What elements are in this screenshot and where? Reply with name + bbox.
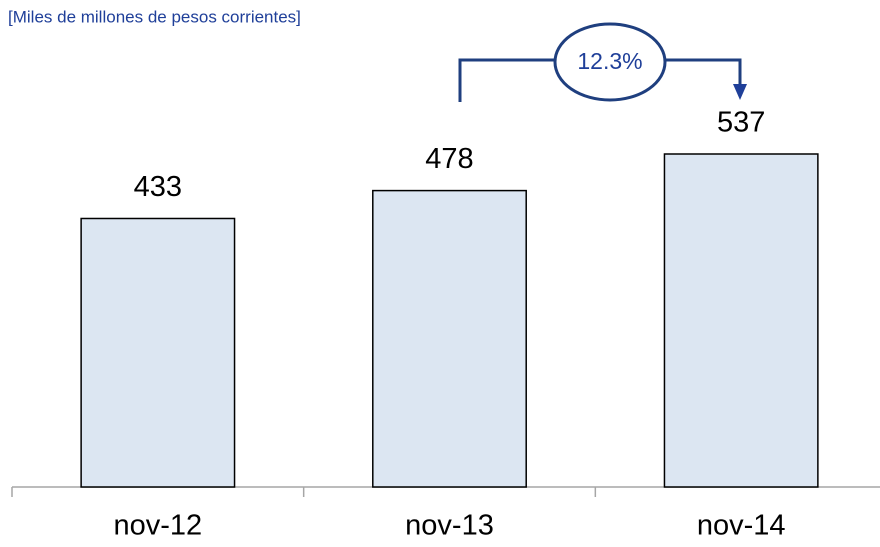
value-label: 433 [134,171,182,203]
chart-subtitle: [Miles de millones de pesos corrientes] [8,7,301,26]
growth-ellipse [553,22,667,102]
value-label: 537 [717,107,765,139]
bar [372,189,527,488]
growth-label: 12.3% [577,48,642,74]
value-label: 478 [425,143,473,175]
growth-arrowhead [733,84,747,100]
x-tick-label: nov-13 [405,510,494,542]
bar [80,217,236,488]
x-tick-label: nov-14 [697,510,786,542]
growth-bracket [458,58,742,102]
x-tick-label: nov-12 [113,510,202,542]
bar [663,153,819,488]
